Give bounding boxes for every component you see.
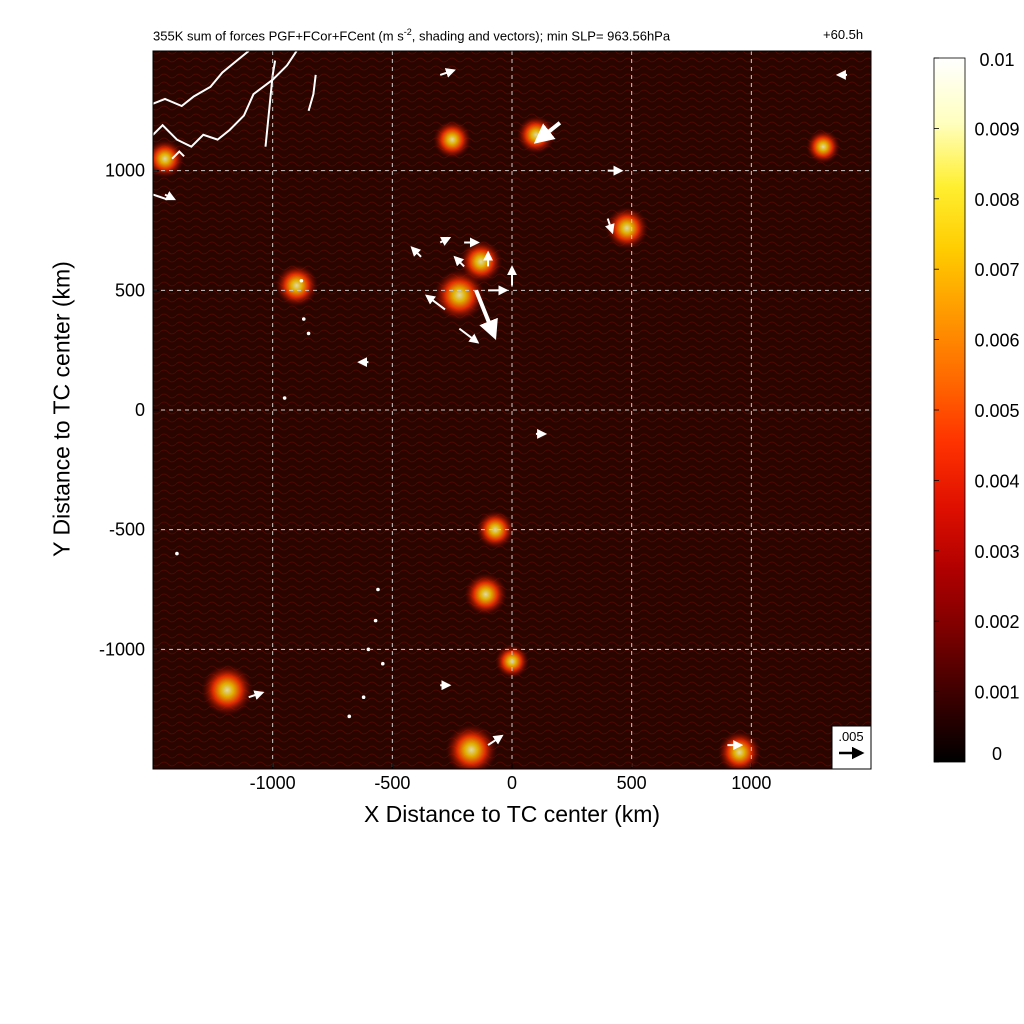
coastline — [171, 150, 185, 160]
y-axis-label: Y Distance to TC center (km) — [48, 261, 75, 557]
island-marker — [361, 695, 366, 699]
reference-vector-box: .005 — [831, 725, 872, 770]
chart-title: 355K sum of forces PGF+FCor+FCent (m s-2… — [153, 27, 671, 44]
colorbar-tick-label: 0.002 — [974, 612, 1019, 632]
heatmap-hotspot — [476, 510, 515, 549]
y-tick-label: 1000 — [105, 161, 145, 181]
reference-vector-label: .005 — [838, 729, 863, 744]
heatmap-hotspot — [718, 731, 761, 769]
forecast-time-label: +60.5h — [823, 27, 864, 42]
colorbar-tick-label: 0.009 — [974, 119, 1019, 139]
force-vector — [453, 255, 465, 268]
x-axis: -1000 -500 0 500 1000 — [250, 763, 771, 793]
island-marker — [347, 714, 352, 719]
island-marker — [373, 618, 378, 623]
heatmap-hotspot — [445, 724, 497, 769]
heatmap-hotspot — [806, 129, 840, 164]
heatmap-hotspot — [459, 240, 503, 283]
coastline — [264, 60, 277, 147]
colorbar-tick-label: 0 — [992, 744, 1002, 764]
y-tick-label: 0 — [135, 400, 145, 420]
x-tick-label: 1000 — [731, 773, 771, 793]
coastline — [307, 74, 317, 112]
force-vector — [248, 690, 265, 700]
colorbar-ticks: 0 0.001 0.002 0.003 0.004 0.005 0.006 0.007 0.00… — [934, 50, 1020, 764]
force-vector — [439, 236, 452, 246]
island-marker — [299, 278, 304, 283]
colorbar-tick-label: 0.005 — [974, 401, 1019, 421]
heatmap-hotspot — [201, 664, 253, 716]
heatmap-hotspot — [464, 573, 507, 616]
y-tick-label: -1000 — [99, 639, 145, 659]
x-tick-label: 500 — [617, 773, 647, 793]
colorbar-tick-label: 0.006 — [974, 331, 1019, 351]
heatmap-hotspot — [433, 120, 472, 159]
force-vector — [458, 327, 480, 344]
force-vector — [439, 68, 456, 78]
colorbar-tick-label: 0.003 — [974, 542, 1019, 562]
force-vector — [164, 191, 176, 201]
island-marker — [175, 551, 179, 556]
heatmap-hotspot — [153, 139, 184, 178]
island-marker — [380, 661, 385, 666]
colorbar-tick-label: 0.001 — [974, 683, 1019, 703]
island-marker — [366, 647, 371, 652]
y-axis: -1000 -500 0 500 1000 — [99, 161, 159, 659]
coastlines — [153, 51, 385, 719]
x-tick-label: -1000 — [250, 773, 296, 793]
colorbar-ramp — [933, 57, 966, 763]
colorbar-tick-label: 0.007 — [974, 260, 1019, 280]
x-axis-label: X Distance to TC center (km) — [363, 801, 661, 827]
force-vector — [605, 218, 615, 235]
force-vector — [424, 294, 446, 311]
island-marker — [301, 317, 306, 321]
heatmap-hotspot — [275, 264, 318, 307]
y-tick-label: -500 — [109, 520, 145, 540]
heatmap-hotspot — [433, 269, 485, 321]
force-vector — [487, 734, 504, 746]
force-vector — [410, 246, 422, 258]
force-vector — [474, 289, 498, 341]
island-marker — [376, 587, 380, 592]
coastline — [153, 51, 250, 108]
island-marker — [282, 396, 287, 400]
y-tick-label: 500 — [115, 280, 145, 300]
colorbar-tick-label: 0.004 — [974, 471, 1019, 491]
plot-area — [152, 50, 872, 770]
island-marker — [306, 331, 311, 336]
x-tick-label: 0 — [507, 773, 517, 793]
force-vector — [533, 121, 562, 144]
coastline — [153, 51, 298, 148]
heatmap-hotspot — [605, 206, 649, 250]
colorbar-tick-label: 0.01 — [979, 50, 1014, 70]
x-tick-label: -500 — [374, 773, 410, 793]
colorbar: 0 0.001 0.002 0.003 0.004 0.005 0.006 0.007 0.00… — [933, 50, 1020, 764]
heatmap-hotspot — [516, 115, 555, 154]
colorbar-tick-label: 0.008 — [974, 190, 1019, 210]
force-vectors — [164, 68, 848, 751]
